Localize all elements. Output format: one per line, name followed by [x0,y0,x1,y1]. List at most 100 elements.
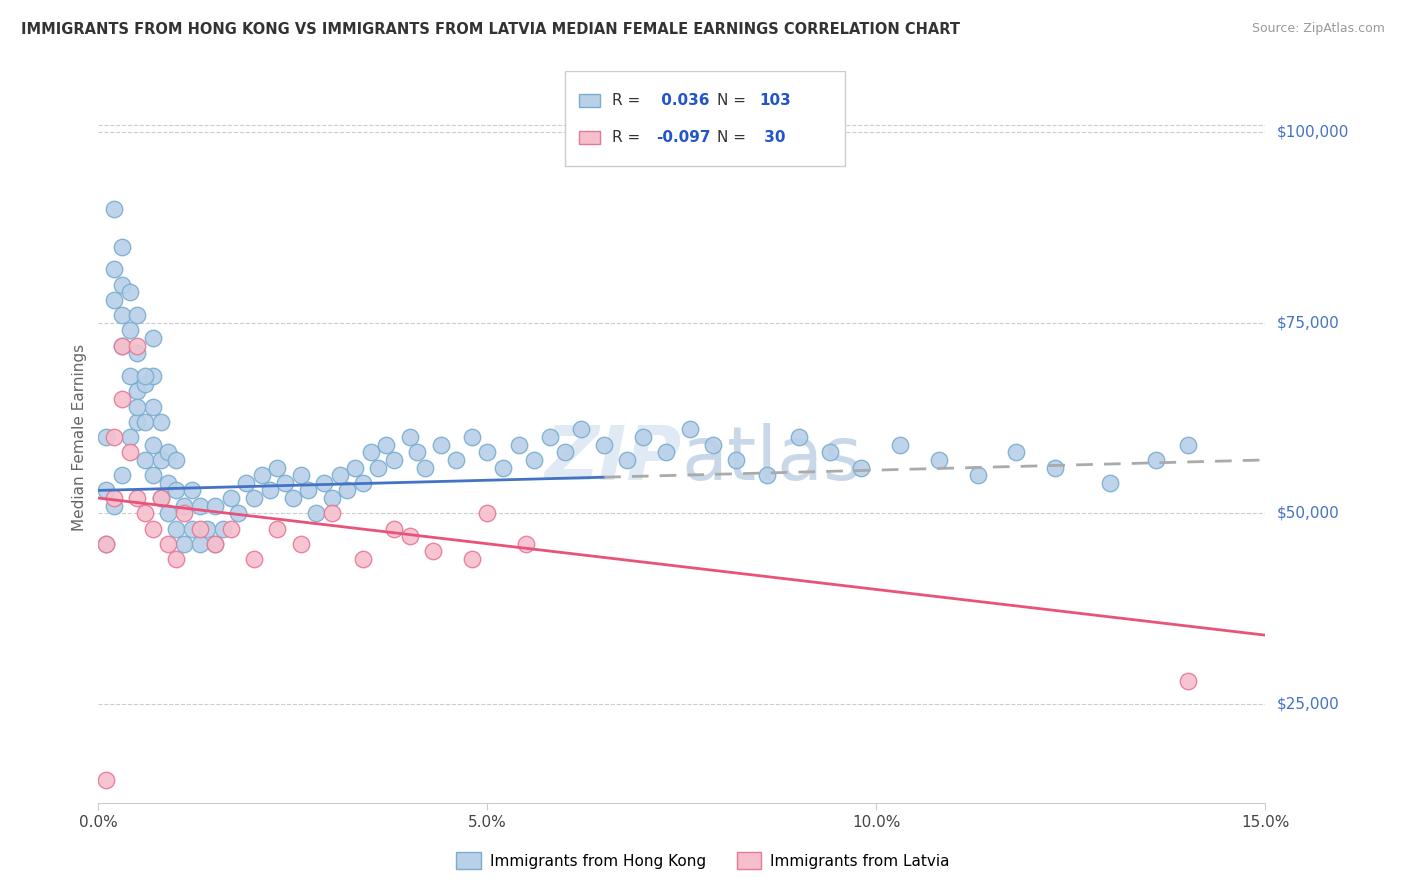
Point [111,338,134,352]
Point [461,552,484,566]
Point [655,445,678,459]
Point [406,445,429,459]
Point [382,453,405,467]
Point [111,392,134,406]
Point [204,499,226,513]
Point [329,468,352,483]
Point [266,521,288,535]
Text: R =: R = [612,93,645,108]
Point [1177,438,1199,452]
Point [165,483,187,498]
Point [422,544,444,558]
Text: 30: 30 [759,129,786,145]
Point [134,376,156,391]
Point [142,468,165,483]
Point [134,453,156,467]
Point [679,422,702,436]
Text: $75,000: $75,000 [1277,315,1340,330]
Point [103,499,125,513]
Point [593,438,616,452]
Point [118,369,141,384]
Point [165,453,187,467]
Point [243,552,266,566]
Point [1177,673,1199,688]
Point [134,415,156,429]
Point [157,506,180,520]
Point [235,475,257,490]
Point [446,453,468,467]
Point [228,506,250,520]
Text: atlas: atlas [682,423,863,496]
Point [375,438,398,452]
Point [195,521,218,535]
Point [103,491,125,505]
Point [165,552,187,566]
Point [111,468,134,483]
Y-axis label: Median Female Earnings: Median Female Earnings [72,343,87,531]
Point [149,453,172,467]
FancyBboxPatch shape [579,94,600,107]
Point [142,331,165,345]
Point [149,491,172,505]
Point [461,430,484,444]
Point [219,521,242,535]
Point [103,293,125,307]
Point [492,460,515,475]
Point [290,537,312,551]
Point [188,499,211,513]
Point [398,430,420,444]
Text: R =: R = [612,129,645,145]
Point [204,537,226,551]
Point [142,400,165,414]
Point [360,445,382,459]
Point [204,537,226,551]
Point [149,415,172,429]
Point [118,430,141,444]
Point [127,400,149,414]
Point [111,338,134,352]
Point [142,438,165,452]
Point [250,468,273,483]
Point [928,453,950,467]
Point [382,521,405,535]
Point [118,445,141,459]
Point [259,483,281,498]
Point [477,445,499,459]
Point [127,491,149,505]
Point [554,445,576,459]
Point [508,438,530,452]
Point [111,239,134,253]
Point [274,475,297,490]
Point [523,453,546,467]
Point [398,529,420,543]
Point [569,422,592,436]
Point [173,537,195,551]
Point [127,384,149,399]
Point [103,202,125,216]
Text: -0.097: -0.097 [657,129,711,145]
Point [336,483,359,498]
Point [889,438,911,452]
Point [157,445,180,459]
Point [515,537,537,551]
Point [818,445,841,459]
Point [165,521,187,535]
Text: $50,000: $50,000 [1277,506,1340,521]
Point [538,430,561,444]
Point [111,308,134,322]
Point [219,491,242,505]
FancyBboxPatch shape [579,130,600,144]
Point [266,460,288,475]
Point [96,537,118,551]
Text: 0.036: 0.036 [657,93,710,108]
Legend: Immigrants from Hong Kong, Immigrants from Latvia: Immigrants from Hong Kong, Immigrants fr… [450,846,956,875]
Point [127,338,149,352]
Point [118,285,141,300]
Point [702,438,724,452]
Point [1098,475,1121,490]
Text: N =: N = [717,93,751,108]
Point [631,430,654,444]
Point [173,506,195,520]
Point [787,430,810,444]
Point [321,506,343,520]
